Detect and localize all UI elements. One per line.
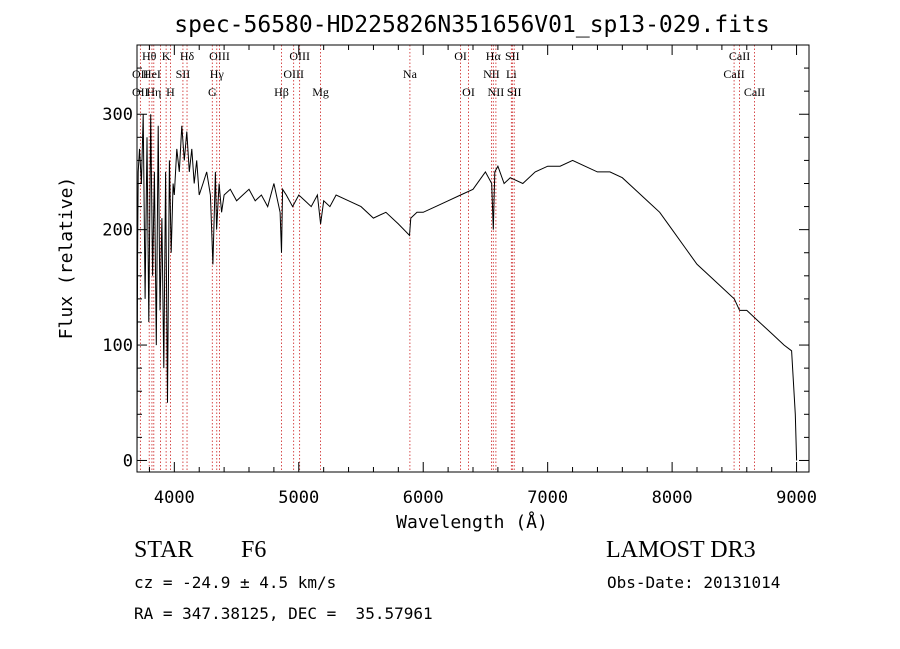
line-label: OII bbox=[132, 67, 149, 81]
x-tick-label: 6000 bbox=[403, 488, 444, 508]
line-marker-group bbox=[139, 45, 755, 472]
x-tick-label: 7000 bbox=[527, 488, 568, 508]
spectrum-line bbox=[136, 114, 798, 461]
line-label: OIII bbox=[289, 49, 310, 63]
line-label: SII bbox=[176, 67, 191, 81]
line-label: HeI bbox=[143, 67, 161, 81]
chart-title: spec-56580-HD225826N351656V01_sp13-029.f… bbox=[174, 12, 769, 38]
x-axis-ticks: 4000 5000 6000 7000 8000 9000 bbox=[148, 45, 817, 508]
subclass: F6 bbox=[241, 537, 267, 563]
line-label: OII bbox=[132, 85, 149, 99]
y-tick-label: 200 bbox=[102, 221, 133, 241]
line-label: Hγ bbox=[210, 67, 225, 81]
plot-frame bbox=[136, 44, 810, 473]
line-label: CaII bbox=[744, 85, 765, 99]
y-axis-ticks: 0 100 200 300 bbox=[102, 67, 809, 471]
x-tick-label: 8000 bbox=[652, 488, 693, 508]
line-label: Hα bbox=[486, 49, 502, 63]
redshift-cz: cz = -24.9 ± 4.5 km/s bbox=[134, 573, 337, 592]
line-label: Hθ bbox=[142, 49, 157, 63]
y-axis-label: Flux (relative) bbox=[56, 177, 77, 340]
y-tick-label: 300 bbox=[102, 105, 133, 125]
line-label: OIII bbox=[283, 67, 304, 81]
line-label: Li bbox=[506, 67, 517, 81]
x-tick-label: 5000 bbox=[278, 488, 319, 508]
line-label: Mg bbox=[312, 85, 329, 99]
line-label: H bbox=[166, 85, 175, 99]
line-label: Hδ bbox=[180, 49, 195, 63]
y-tick-label: 100 bbox=[102, 336, 133, 356]
line-label: K bbox=[162, 49, 171, 63]
line-label: Hη bbox=[146, 85, 161, 99]
survey-name: LAMOST DR3 bbox=[606, 537, 756, 563]
line-label: CaII bbox=[729, 49, 750, 63]
line-label: Na bbox=[403, 67, 418, 81]
line-label: CaII bbox=[723, 67, 744, 81]
line-label: SII bbox=[507, 85, 522, 99]
y-tick-label: 0 bbox=[123, 451, 133, 471]
x-axis-label: Wavelength (Å) bbox=[396, 511, 548, 533]
line-label: Hβ bbox=[274, 85, 289, 99]
line-label: SII bbox=[505, 49, 520, 63]
object-type: STAR bbox=[134, 537, 194, 563]
x-tick-label: 9000 bbox=[776, 488, 817, 508]
line-label: OI bbox=[454, 49, 467, 63]
line-label: NII bbox=[488, 85, 505, 99]
x-tick-label: 4000 bbox=[154, 488, 195, 508]
line-label: OIII bbox=[209, 49, 230, 63]
line-label: OI bbox=[462, 85, 475, 99]
obs-date: Obs-Date: 20131014 bbox=[607, 573, 781, 592]
coordinates: RA = 347.38125, DEC = 35.57961 bbox=[134, 604, 433, 623]
line-label: G bbox=[208, 85, 217, 99]
line-label: NII bbox=[483, 67, 500, 81]
